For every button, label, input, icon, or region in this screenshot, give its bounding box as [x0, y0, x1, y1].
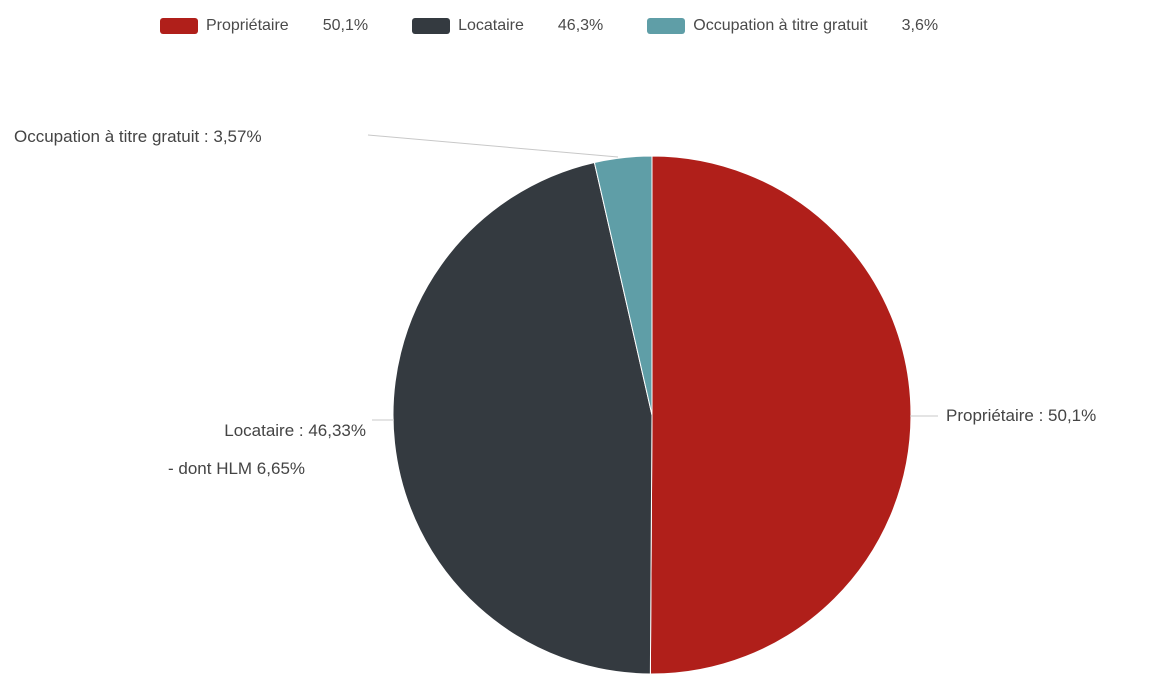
slice-proprietaire[interactable] [649, 155, 912, 674]
data-label-gratuit: Occupation à titre gratuit : 3,57% [14, 127, 262, 146]
legend-value: 50,1% [322, 17, 369, 34]
data-label-locataire-hlm: - dont HLM 6,65% [168, 459, 305, 478]
legend-item-locataire[interactable]: Locataire 46,3% [412, 17, 647, 35]
pie-slices [392, 155, 912, 674]
legend-label: Propriétaire [206, 17, 289, 34]
legend-item-proprietaire[interactable]: Propriétaire 50,1% [160, 17, 412, 35]
legend-label: Occupation à titre gratuit [693, 17, 868, 34]
leader-line-gratuit [367, 134, 619, 158]
legend-swatch-proprietaire [160, 18, 198, 34]
data-label-locataire: Locataire : 46,33% [224, 421, 366, 440]
legend-value: 3,6% [901, 17, 939, 34]
legend-swatch-gratuit [647, 18, 686, 34]
legend-label: Locataire [458, 17, 524, 34]
chart-legend: Propriétaire 50,1% Locataire 46,3% Occup… [160, 14, 938, 38]
data-label-lines [367, 134, 938, 421]
slice-gratuit[interactable] [593, 155, 653, 416]
data-label-proprietaire: Propriétaire : 50,1% [946, 406, 1096, 425]
legend-item-gratuit[interactable]: Occupation à titre gratuit 3,6% [647, 17, 938, 35]
legend-swatch-locataire [412, 18, 451, 34]
legend-value: 46,3% [557, 17, 604, 34]
slice-locataire[interactable] [392, 161, 653, 674]
